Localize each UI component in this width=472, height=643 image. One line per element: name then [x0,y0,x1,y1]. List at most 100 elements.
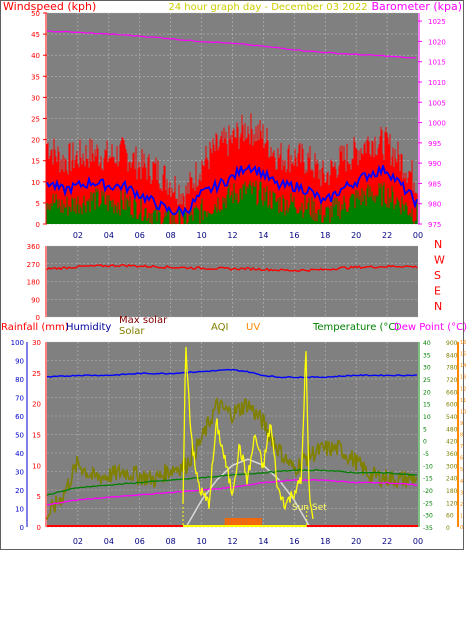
x-tick-label: 12 [227,537,237,546]
max-solar-legend: Max solar [119,315,168,326]
dew-point-line [46,479,418,506]
uv-tick: 13 [460,375,466,381]
humidity-tick: 50 [15,432,24,440]
x-tick-label: 20 [351,537,361,546]
x-tick-label: 02 [73,231,83,240]
direction-tick: 360 [27,243,40,251]
uv-tick: 10 [460,409,466,415]
x-tick-label: 08 [166,231,176,240]
wind-plot-series [46,30,418,224]
solar-tick: 720 [446,377,458,384]
direction-plot-series [46,263,418,273]
uv-index-bar [243,518,245,526]
solar-tick: 240 [446,476,458,483]
barometer-tick: 975 [428,221,441,229]
barometer-tick: 1025 [428,18,446,26]
uv-index-bar [238,518,241,526]
uv-index-bar [247,518,250,526]
uv-tick: 7 [460,444,463,450]
uv-tick: 2 [460,502,463,508]
solar-tick: 540 [446,414,458,421]
solar-tick: 480 [446,426,458,433]
solar-tick: 840 [446,352,458,359]
aqi-legend: AQI [211,322,229,333]
uv-index-bar [249,518,251,526]
barometer-tick: 990 [428,160,441,168]
x-tick-label: 18 [320,537,330,546]
temperature-tick: 30 [423,365,431,372]
temperature-tick: -30 [423,513,433,520]
multi-plot-axes: 0102030405060708090100051015202530-35-30… [11,339,467,532]
humidity-tick: 90 [15,358,24,366]
uv-index-bar [232,518,234,526]
temperature-tick: -15 [423,476,433,483]
x-tick-label: 02 [73,537,83,546]
max-solar-line [185,458,311,528]
uv-tick: 16 [460,340,466,346]
x-tick-label: 14 [258,231,268,240]
wind-x-ticks: 02 04 06 08 10 12 14 16 18 20 22 00 [73,231,423,240]
uv-line [182,346,314,519]
uv-tick: 1 [460,513,463,519]
barometer-tick: 1020 [428,38,446,46]
compass-tick: S [434,269,441,282]
compass-tick: E [434,285,441,298]
humidity-tick: 100 [11,339,24,347]
temperature-tick: -20 [423,488,433,495]
uv-index-bar [244,518,247,526]
uv-tick: 5 [460,467,463,473]
uv-tick: 14 [460,363,466,369]
compass-tick: N [434,238,442,251]
windspeed-tick: 0 [36,221,40,229]
temperature-tick: 25 [423,377,431,384]
rain-tick: 25 [32,370,41,378]
windspeed-tick: 50 [31,10,40,18]
windspeed-tick: 35 [31,73,40,81]
solar-tick: 420 [446,439,458,446]
humidity-line [46,368,418,379]
barometer-axis-title: Barometer (kpa) [371,0,462,13]
uv-index-bar [224,518,227,526]
rain-tick: 15 [32,432,41,440]
x-tick-label: 04 [104,537,114,546]
uv-tick: 8 [460,433,463,439]
sunset-label: Sun Set [292,503,327,513]
x-tick-label: 08 [166,537,176,546]
barometer-y-ticks: 975 980 985 990 995 1000 1005 1010 1015 1020 1025 [418,13,446,229]
barometer-tick: 985 [428,180,441,188]
uv-tick: 4 [460,479,463,485]
temperature-legend: Temperature (°C) [312,322,399,333]
solar-tick: 660 [446,389,458,396]
temperature-tick: 35 [423,352,431,359]
solar-tick: 120 [446,500,458,507]
barometer-line [46,30,417,59]
x-tick-label: 10 [196,231,206,240]
humidity-legend: Humidity [66,322,111,333]
multi-plot-grid [47,341,418,528]
uv-tick: 3 [460,490,463,496]
temperature-tick: 20 [423,389,431,396]
solar-legend: Solar [119,326,145,337]
x-tick-label: 10 [196,537,206,546]
solar-tick: 60 [446,513,454,520]
x-tick-label: 16 [289,231,299,240]
uv-index-bar [258,518,261,526]
windspeed-tick: 15 [31,158,40,166]
x-tick-label: 18 [320,231,330,240]
temperature-tick: -25 [423,500,433,507]
uv-index-bar [230,518,233,526]
wind-direction-line [46,263,418,273]
rain-tick: 5 [37,493,41,501]
temperature-tick: 0 [423,439,427,446]
direction-tick: 180 [27,279,40,287]
uv-index-bar [241,518,244,526]
dew-point-legend: Dew Point (°C) [394,322,467,333]
rain-tick: 10 [32,462,41,470]
humidity-tick: 20 [15,487,24,495]
rainfall-legend: Rainfall (mm) [1,322,69,333]
x-tick-label: 22 [382,537,392,546]
uv-index-bar [229,518,231,526]
windspeed-tick: 25 [31,116,40,124]
uv-index-bar [235,518,237,526]
